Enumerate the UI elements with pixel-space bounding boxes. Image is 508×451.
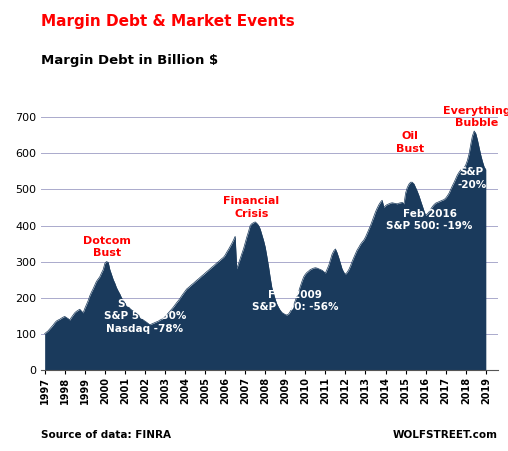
Text: Dotcom
Bust: Dotcom Bust [83,236,131,258]
Text: Feb 2016
S&P 500: -19%: Feb 2016 S&P 500: -19% [387,209,473,231]
Text: S&P
-20%: S&P -20% [457,167,486,190]
Text: Oil
Bust: Oil Bust [396,131,424,154]
Text: Feb 2009
S&P 500: -56%: Feb 2009 S&P 500: -56% [252,290,338,313]
Text: Everything
Bubble: Everything Bubble [443,106,508,129]
Text: Margin Debt & Market Events: Margin Debt & Market Events [41,14,295,28]
Text: Sep 2002
S&P 500 -50%
Nasdaq -78%: Sep 2002 S&P 500 -50% Nasdaq -78% [104,299,186,334]
Text: Source of data: FINRA: Source of data: FINRA [41,430,171,440]
Text: Margin Debt in Billion $: Margin Debt in Billion $ [41,54,218,67]
Text: WOLFSTREET.com: WOLFSTREET.com [393,430,498,440]
Text: Financial
Crisis: Financial Crisis [223,196,279,219]
